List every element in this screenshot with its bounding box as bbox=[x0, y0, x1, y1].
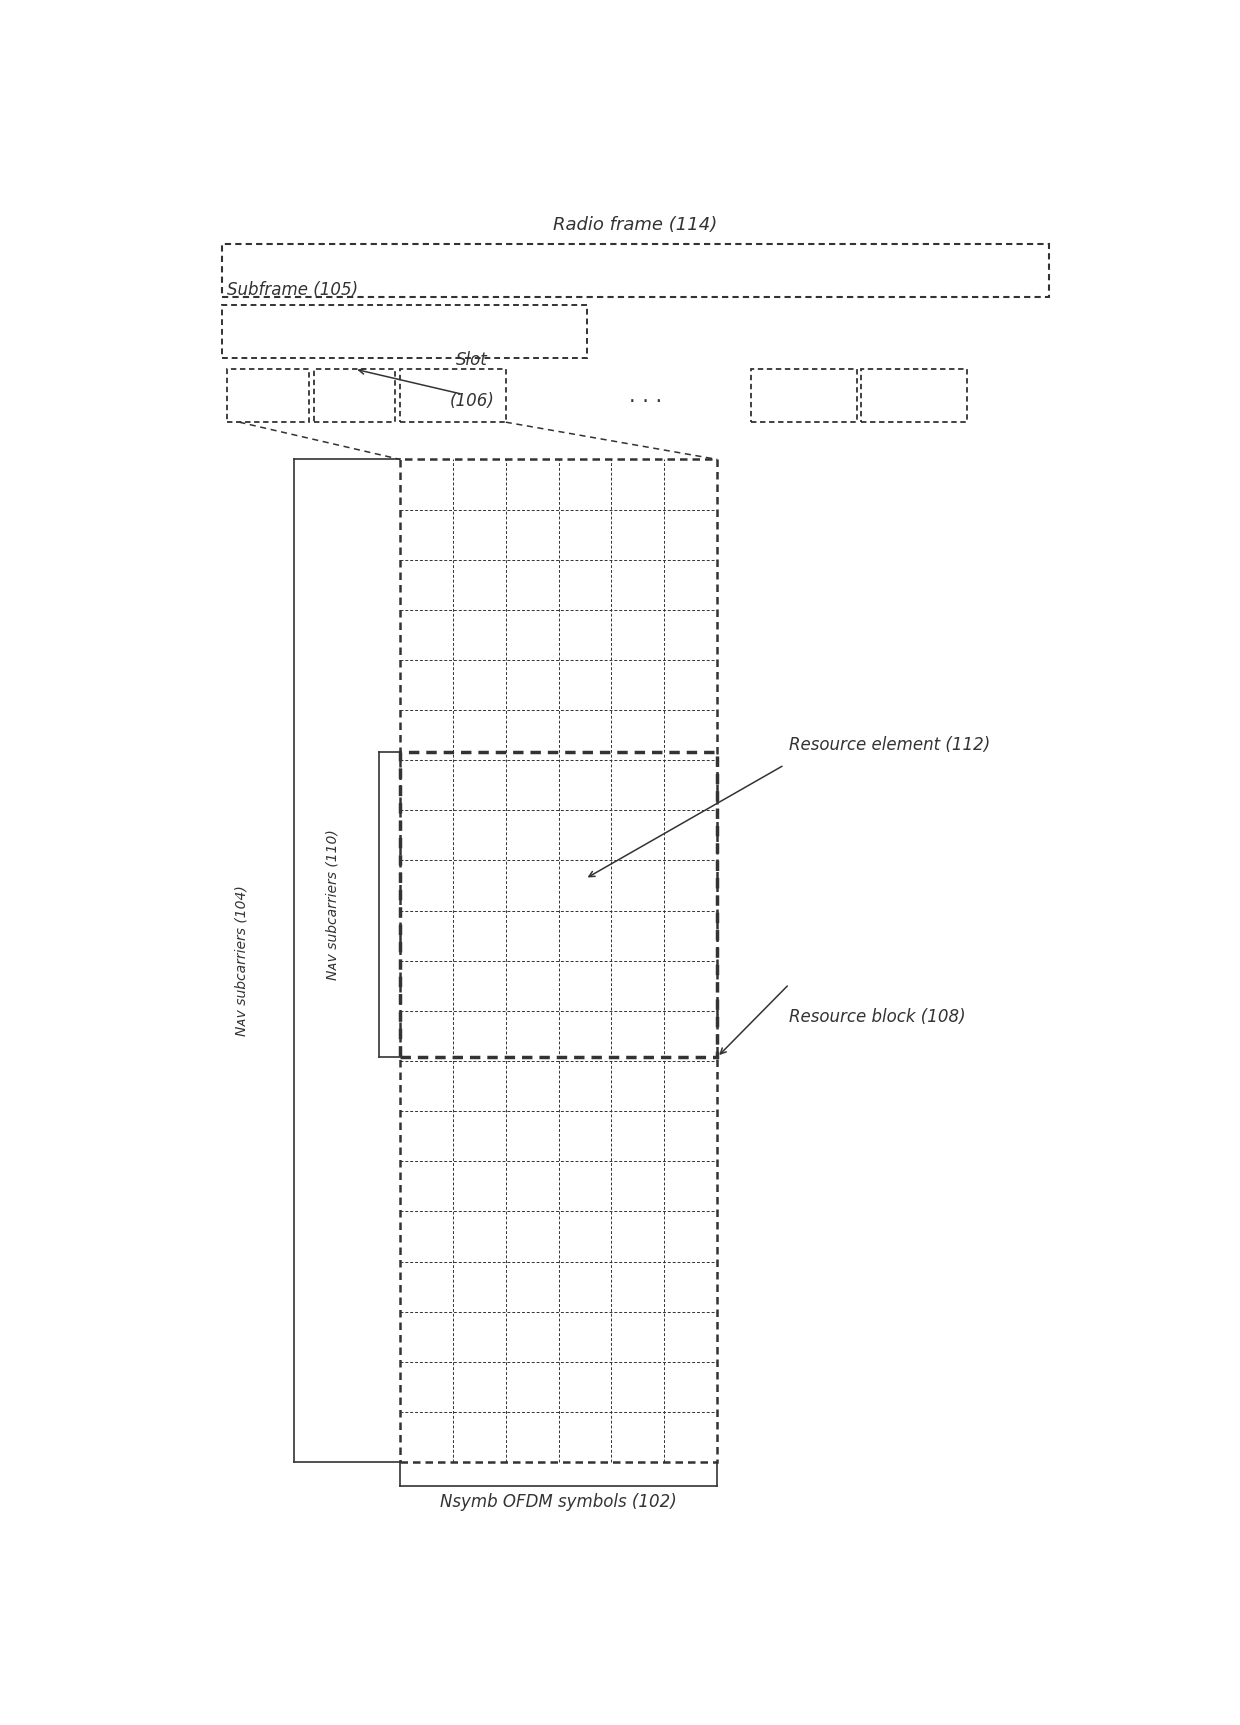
Bar bbox=[401, 459, 717, 1463]
Bar bbox=[222, 245, 1049, 297]
Bar bbox=[222, 305, 588, 359]
Bar bbox=[401, 369, 506, 423]
Bar bbox=[751, 369, 857, 423]
Text: Slot: Slot bbox=[456, 352, 489, 369]
Text: Nᴀᴠ subcarriers (104): Nᴀᴠ subcarriers (104) bbox=[234, 885, 248, 1037]
Bar bbox=[314, 369, 396, 423]
Text: . . .: . . . bbox=[629, 386, 662, 405]
Bar bbox=[401, 752, 717, 1057]
Text: Nᴀᴠ subcarriers (110): Nᴀᴠ subcarriers (110) bbox=[326, 830, 340, 980]
Text: Subframe (105): Subframe (105) bbox=[227, 281, 358, 298]
Text: Nsymb OFDM symbols (102): Nsymb OFDM symbols (102) bbox=[440, 1492, 677, 1511]
Bar bbox=[862, 369, 967, 423]
Bar bbox=[227, 369, 309, 423]
Text: Resource element (112): Resource element (112) bbox=[789, 737, 991, 754]
Text: Resource block (108): Resource block (108) bbox=[789, 1007, 966, 1026]
Text: Radio frame (114): Radio frame (114) bbox=[553, 216, 718, 233]
Text: (106): (106) bbox=[450, 392, 495, 409]
